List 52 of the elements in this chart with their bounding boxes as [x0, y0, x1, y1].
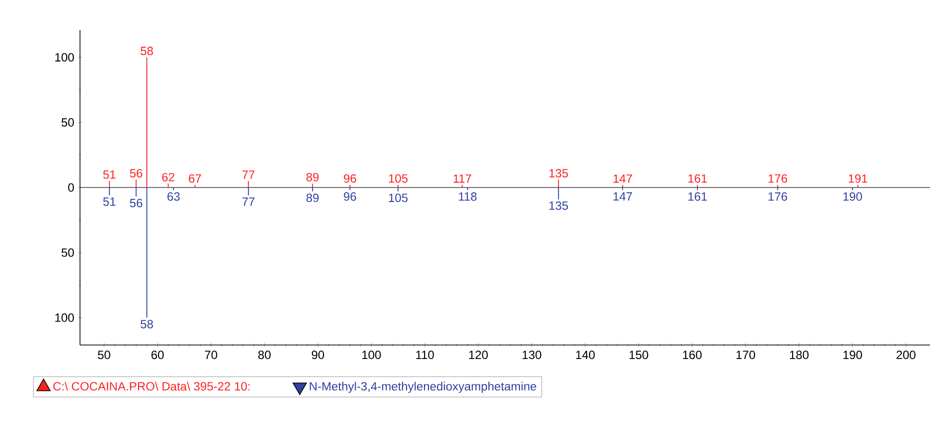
x-tick-label: 160	[683, 350, 702, 360]
annotation: 161	[688, 192, 707, 201]
annotation: 51	[103, 170, 116, 179]
annotation: 58	[140, 320, 153, 328]
x-tick-label: 180	[790, 350, 809, 360]
x-tick-label: 110	[416, 350, 434, 360]
y-tick-label: 100	[55, 313, 74, 322]
annotation: 77	[242, 198, 254, 206]
annotation: 190	[843, 192, 862, 201]
annotation: 56	[130, 198, 142, 208]
annotation: 118	[458, 192, 477, 201]
x-tick-label: 170	[736, 350, 756, 360]
y-tick-label: 50	[62, 118, 74, 127]
x-tick-label: 190	[843, 350, 862, 360]
x-tick-label: 200	[896, 350, 916, 360]
annotation: 191	[848, 174, 868, 183]
y-tick-label: 0	[68, 183, 74, 192]
x-tick-label: 120	[469, 350, 488, 360]
x-tick-label: 60	[151, 350, 164, 360]
annotation: 135	[549, 201, 568, 210]
x-tick-label: 140	[576, 350, 595, 360]
annotation: 147	[614, 174, 632, 183]
x-tick-label: 70	[204, 350, 218, 360]
legend-label: C:\ COCAINA.PRO\ Data\ 395-22 10:	[53, 382, 250, 391]
x-tick-label: 100	[362, 350, 381, 360]
annotation: 135	[549, 169, 568, 178]
annotation: 96	[344, 174, 356, 183]
annotation: 105	[389, 174, 408, 183]
annotation: 89	[306, 172, 319, 182]
y-tick-label: 100	[55, 53, 74, 62]
x-tick-label: 150	[630, 350, 648, 360]
legend-label: N-Methyl-3,4-methylenedioxyamphetamine	[310, 382, 536, 393]
x-tick-label: 80	[258, 350, 271, 360]
x-tick-label: 130	[522, 350, 542, 360]
annotation: 117	[454, 174, 472, 183]
x-tick-label: 50	[98, 350, 110, 360]
x-tick-label: 90	[312, 350, 324, 360]
annotation: 89	[306, 194, 319, 202]
annotation: 105	[389, 194, 408, 202]
annotation: 147	[614, 192, 632, 201]
annotation: 58	[140, 46, 153, 56]
annotation: 77	[242, 170, 254, 179]
annotation: 63	[168, 192, 180, 201]
annotation: 51	[103, 198, 116, 206]
annotation: 62	[162, 172, 174, 182]
annotation: 161	[688, 174, 707, 183]
y-tick-label: 50	[62, 248, 74, 257]
annotation: 56	[130, 169, 142, 178]
annotation: 176	[768, 192, 788, 201]
annotation: 176	[768, 174, 788, 183]
annotation: 67	[188, 174, 201, 183]
annotation: 96	[344, 192, 356, 201]
